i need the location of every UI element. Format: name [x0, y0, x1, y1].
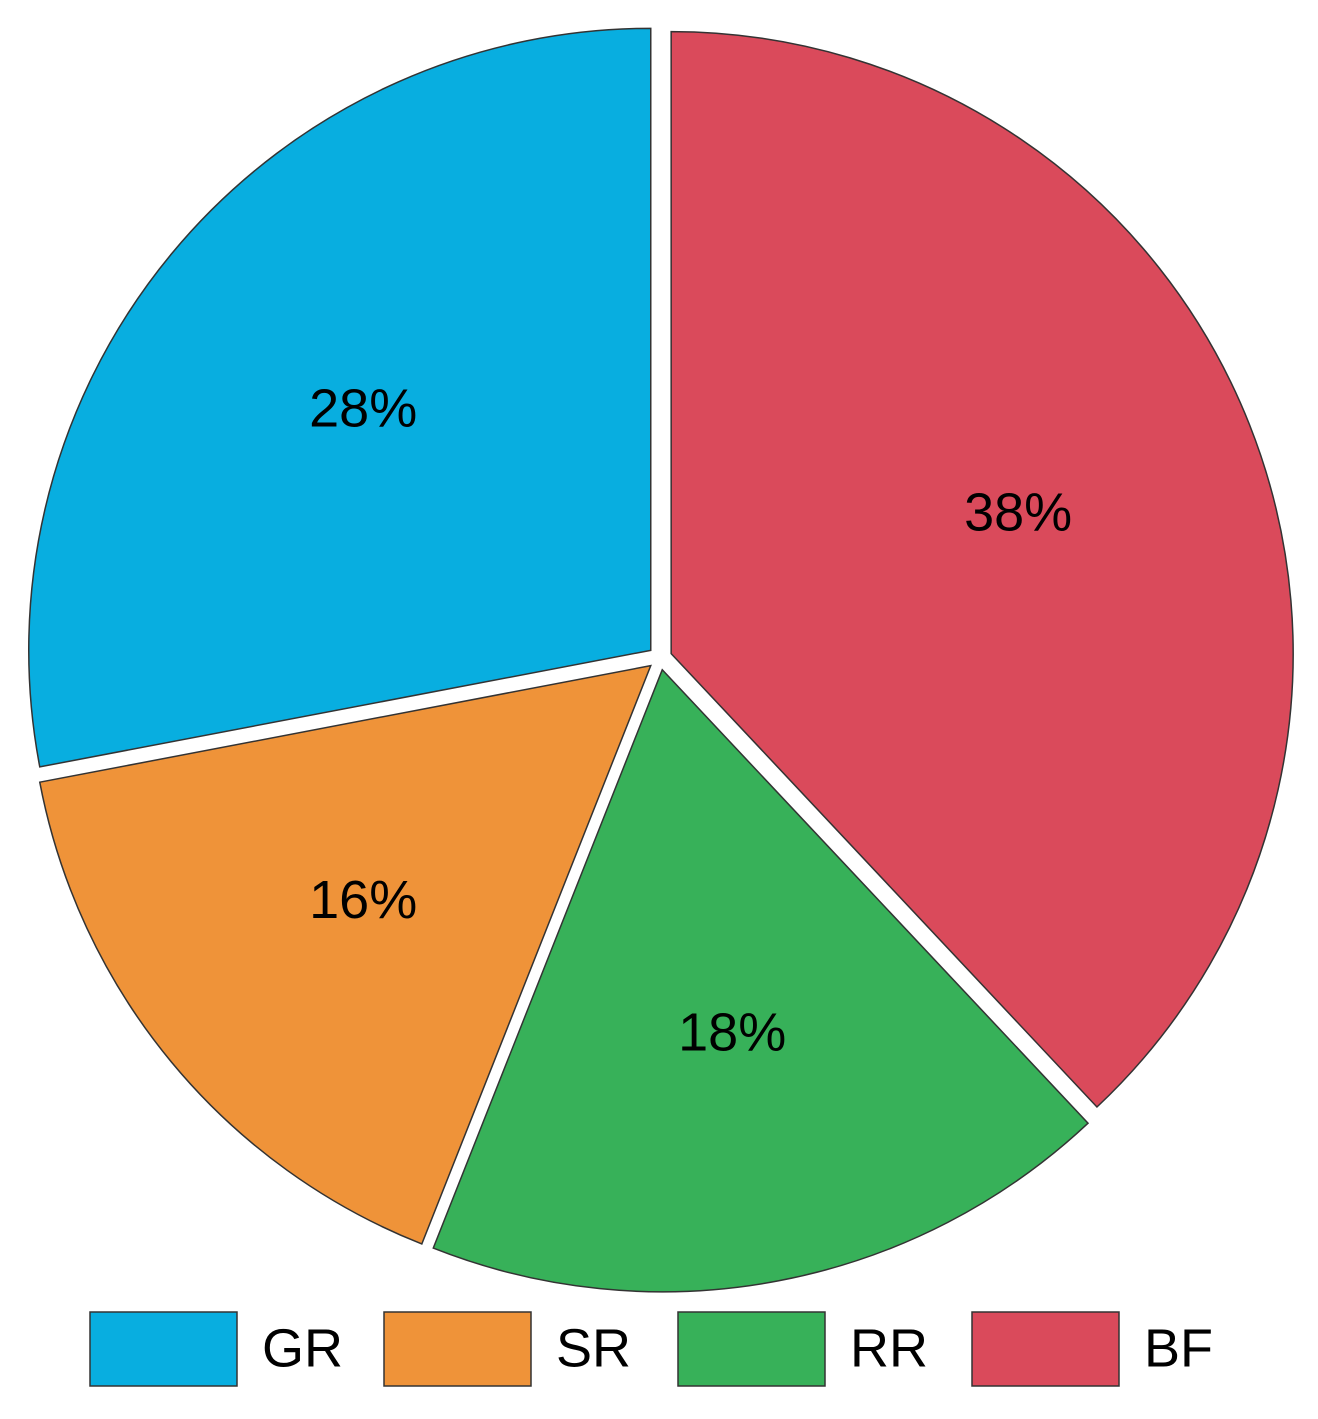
pie-slice — [432, 668, 1090, 1293]
slice-label: 16% — [309, 870, 417, 930]
legend-label: BF — [1144, 1318, 1213, 1378]
pie-slice — [670, 30, 1294, 1109]
slice-label: 18% — [678, 1003, 786, 1063]
legend-label: GR — [262, 1318, 343, 1378]
slice-label: 38% — [964, 482, 1072, 542]
slice-label: 28% — [309, 379, 417, 439]
legend-swatch — [89, 1311, 238, 1387]
legend-label: SR — [556, 1318, 631, 1378]
legend-swatch — [383, 1311, 532, 1387]
legend-label: RR — [850, 1318, 928, 1378]
legend-swatch — [677, 1311, 826, 1387]
pie-slice — [28, 27, 652, 768]
pie-slice — [38, 664, 652, 1245]
legend-swatch — [971, 1311, 1120, 1387]
